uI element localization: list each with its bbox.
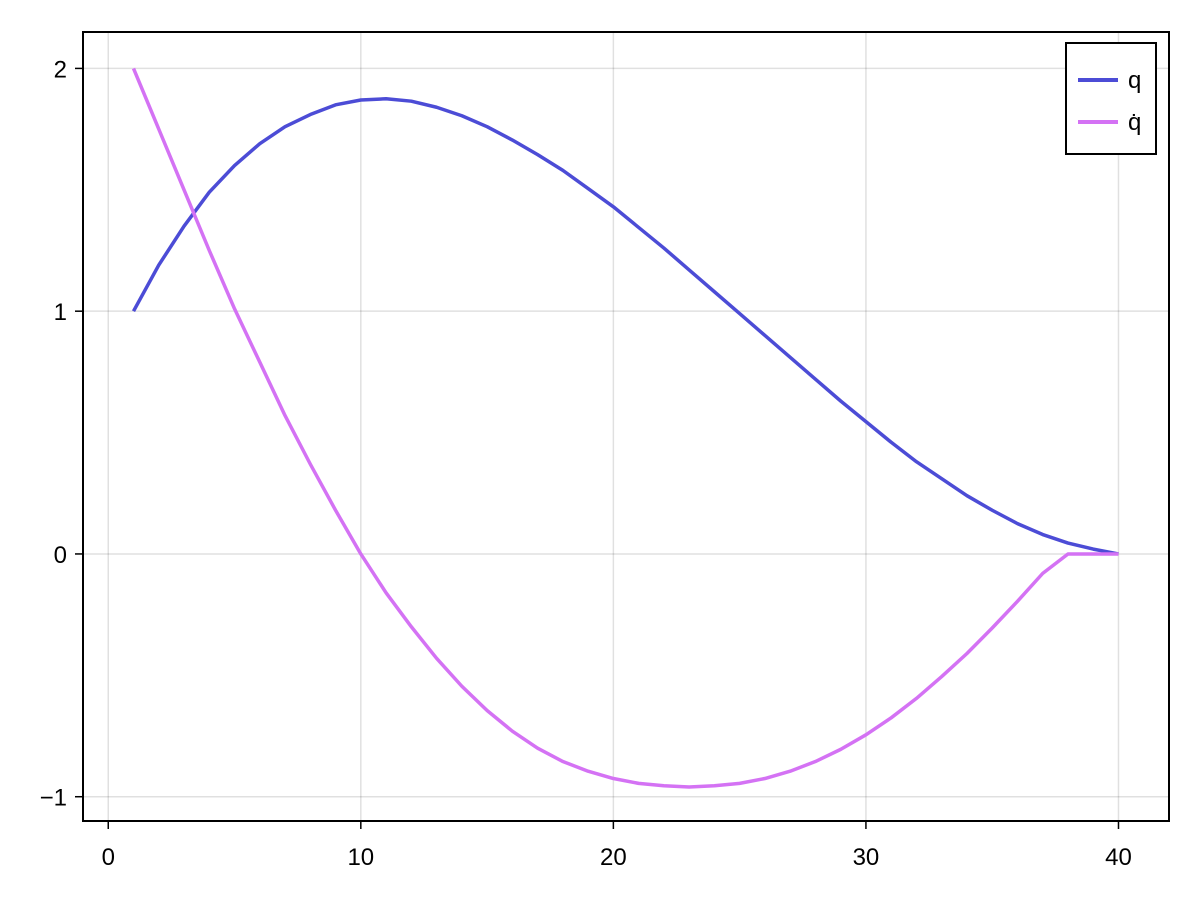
series-line-q (131, 97, 1119, 556)
axis-ticks: 0 10 20 30 40 −1 0 1 2 (40, 56, 1132, 871)
legend-label-q: q (1128, 67, 1141, 94)
x-tick-label: 30 (853, 844, 880, 871)
x-tick-label: 20 (600, 844, 627, 871)
x-tick-label: 10 (347, 844, 374, 871)
grid-lines (83, 32, 1169, 821)
legend-label-q-dot: q̇ (1128, 109, 1141, 136)
plot-frame (82, 31, 1170, 822)
y-tick-label: 2 (54, 56, 67, 83)
y-tick-label: 0 (54, 542, 67, 569)
y-tick-label: −1 (40, 785, 67, 812)
legend: q q̇ (1065, 42, 1157, 155)
y-tick-label: 1 (54, 299, 67, 326)
x-tick-label: 0 (102, 844, 115, 871)
x-tick-label: 40 (1105, 844, 1132, 871)
series-line-q-dot (131, 67, 1119, 789)
legend-box (1065, 42, 1157, 155)
series-lines (131, 67, 1119, 789)
